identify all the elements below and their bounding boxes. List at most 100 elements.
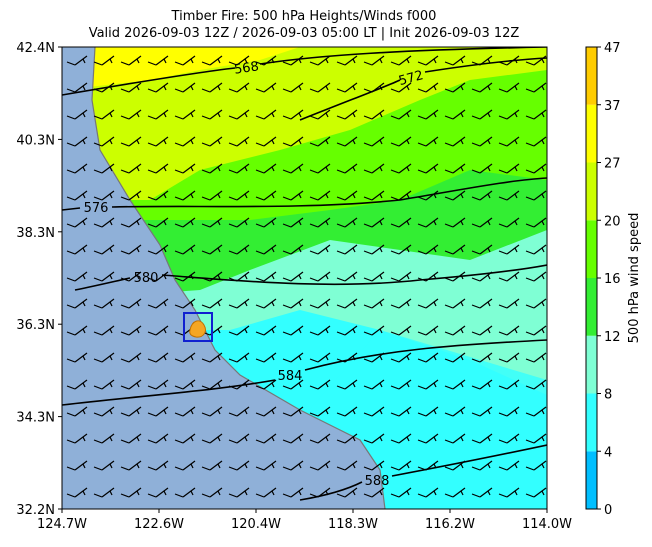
barb <box>498 163 520 174</box>
barb <box>66 352 88 363</box>
barb <box>93 190 115 201</box>
contour-label: 584 <box>278 369 303 384</box>
barb <box>66 460 88 471</box>
barb <box>336 487 358 498</box>
barb <box>444 352 466 363</box>
barb <box>93 325 115 336</box>
barb <box>120 244 142 255</box>
barb <box>255 352 277 363</box>
barb <box>228 325 250 336</box>
y-tick-label: 36.3N <box>16 318 55 333</box>
barb <box>282 379 304 390</box>
barb <box>93 460 115 471</box>
barb <box>93 406 115 417</box>
barb <box>93 136 115 147</box>
barb <box>201 55 223 66</box>
barb <box>228 460 250 471</box>
barb <box>471 55 493 66</box>
barb <box>255 298 277 309</box>
colorbar-bin <box>586 451 597 509</box>
barb <box>93 379 115 390</box>
barb <box>525 55 547 66</box>
barb <box>390 82 412 93</box>
barb <box>201 217 223 228</box>
barb <box>336 136 358 147</box>
barb <box>66 325 88 336</box>
x-tick-label: 116.2W <box>425 517 475 532</box>
colorbar: 0 4 8 12 16 20 27 37 47 <box>585 41 621 518</box>
barb <box>255 190 277 201</box>
barb <box>228 55 250 66</box>
barb <box>336 244 358 255</box>
barb <box>93 109 115 120</box>
barb <box>417 55 439 66</box>
barb <box>255 406 277 417</box>
barb <box>417 379 439 390</box>
barb <box>120 298 142 309</box>
y-tick-label: 34.3N <box>16 411 55 426</box>
barb <box>363 109 385 120</box>
contour-label: 568 <box>233 59 260 77</box>
barb <box>363 325 385 336</box>
y-tick-label: 40.3N <box>16 133 55 148</box>
barb <box>417 163 439 174</box>
barb <box>417 487 439 498</box>
map-area <box>62 47 547 509</box>
barb <box>147 460 169 471</box>
colorbar-tick-label: 12 <box>604 330 621 345</box>
barb <box>336 379 358 390</box>
barb <box>282 55 304 66</box>
barb <box>120 406 142 417</box>
barb <box>66 190 88 201</box>
barb <box>120 82 142 93</box>
wind-field <box>92 47 547 509</box>
barb <box>228 136 250 147</box>
barb <box>228 190 250 201</box>
colorbar-bin <box>586 47 597 105</box>
barb <box>147 136 169 147</box>
barb <box>471 379 493 390</box>
colorbar-tick-label: 8 <box>604 388 612 403</box>
barb <box>498 109 520 120</box>
barb <box>498 271 520 282</box>
barb <box>282 325 304 336</box>
barb <box>309 190 331 201</box>
barb <box>93 244 115 255</box>
barb <box>498 352 520 363</box>
barb <box>444 271 466 282</box>
barb <box>93 163 115 174</box>
barb <box>309 379 331 390</box>
colorbar-tick-label: 47 <box>604 41 621 56</box>
barb <box>390 298 412 309</box>
barb <box>471 109 493 120</box>
barb <box>66 217 88 228</box>
barb <box>174 460 196 471</box>
colorbar-bin <box>586 162 597 221</box>
barb <box>417 325 439 336</box>
barb <box>174 406 196 417</box>
barb <box>444 406 466 417</box>
barb <box>525 136 547 147</box>
barb <box>228 109 250 120</box>
barb <box>201 244 223 255</box>
barb <box>174 82 196 93</box>
barb <box>147 487 169 498</box>
barb <box>201 460 223 471</box>
barb <box>444 379 466 390</box>
colorbar-tick-label: 16 <box>604 272 621 287</box>
barb <box>66 163 88 174</box>
barb <box>228 82 250 93</box>
barb <box>417 352 439 363</box>
barb <box>390 163 412 174</box>
barb <box>120 190 142 201</box>
colorbar-tick-label: 20 <box>604 214 621 229</box>
barb <box>363 163 385 174</box>
barb <box>390 190 412 201</box>
barb <box>66 379 88 390</box>
barb <box>174 190 196 201</box>
barb <box>498 55 520 66</box>
barb <box>417 244 439 255</box>
barb <box>174 163 196 174</box>
barb <box>147 217 169 228</box>
barb <box>93 217 115 228</box>
